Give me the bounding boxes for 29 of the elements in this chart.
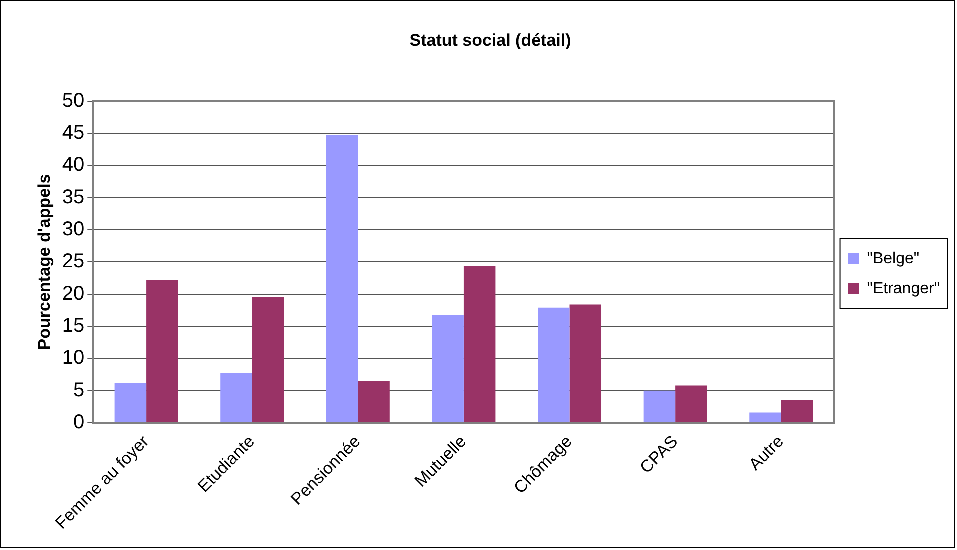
y-tick-label: 35 — [62, 186, 85, 208]
bar — [252, 296, 284, 423]
legend-label: "Etranger" — [867, 280, 940, 298]
y-tick-label: 40 — [62, 154, 85, 176]
y-axis-title: Pourcentage d'appels — [34, 174, 54, 350]
y-tick-label: 15 — [62, 315, 85, 338]
bar — [781, 400, 814, 423]
bar — [114, 383, 147, 423]
bar — [358, 381, 390, 423]
chart-title: Statut social (détail) — [410, 30, 572, 50]
y-tick-label: 45 — [62, 122, 85, 144]
bar — [570, 304, 602, 423]
legend-label: "Belge" — [867, 250, 920, 268]
y-tick-label: 25 — [62, 250, 85, 273]
bar — [676, 386, 708, 423]
bar — [538, 308, 570, 423]
bar — [432, 314, 464, 423]
y-tick-label: 5 — [74, 379, 85, 402]
bar — [464, 266, 496, 423]
y-tick-label: 0 — [74, 412, 85, 434]
bar — [146, 280, 178, 423]
y-tick-label: 10 — [62, 347, 85, 370]
y-tick-label: 20 — [62, 282, 85, 305]
bar — [750, 412, 782, 423]
y-tick-label: 50 — [62, 90, 85, 112]
bar — [326, 135, 358, 423]
y-tick-label: 30 — [62, 218, 85, 241]
bar — [220, 374, 252, 423]
bar — [644, 390, 676, 423]
